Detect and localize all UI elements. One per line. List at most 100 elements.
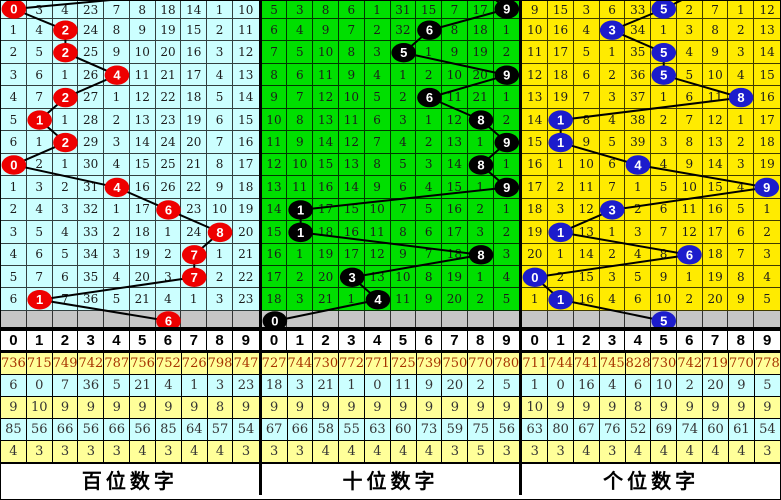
miss-count-cell [52, 19, 79, 42]
stat-cell: 725 [390, 353, 417, 375]
miss-count-cell: 10 [261, 108, 288, 132]
miss-count-cell: 3 [599, 86, 626, 109]
stat-cell: 8 [625, 397, 652, 419]
miss-count-cell: 23 [155, 108, 182, 132]
miss-count-cell [1, 1, 27, 19]
miss-count-cell: 5 [390, 153, 417, 177]
miss-count-cell: 30 [78, 153, 105, 177]
miss-count-cell [493, 1, 520, 19]
miss-count-cell: 5 [52, 243, 79, 266]
miss-count-cell: 9 [207, 176, 233, 199]
stat-cell: 739 [416, 353, 443, 375]
miss-count-cell: 17 [181, 63, 208, 87]
miss-count-cell [155, 198, 182, 222]
stat-cell: 3 [207, 375, 234, 397]
miss-count-cell [104, 63, 130, 87]
miss-count-cell: 21 [181, 153, 208, 177]
stat-cell: 9 [416, 397, 443, 419]
miss-count-cell: 18 [129, 221, 156, 244]
miss-count-cell: 6 [26, 63, 53, 87]
miss-count-cell: 19 [232, 198, 259, 222]
miss-count-cell [651, 63, 677, 87]
stats-table: 727 744 730 772 771 725 739 750 770 780 18 3 21 1 0 11 9… [261, 353, 520, 463]
stat-cell: 5 [104, 375, 131, 397]
pending-row-cell [416, 310, 443, 327]
stat-cell: 56 [130, 419, 156, 441]
miss-count-cell: 33 [78, 221, 105, 244]
miss-count-cell: 12 [313, 86, 339, 109]
miss-count-cell: 2 [728, 131, 755, 154]
stat-cell: 2 [677, 375, 704, 397]
stat-cell: 736 [1, 353, 27, 375]
miss-count-cell: 15 [313, 153, 339, 177]
miss-count-cell [651, 1, 677, 19]
miss-count-cell: 7 [390, 198, 417, 222]
miss-count-cell: 1 [416, 108, 443, 132]
miss-count-cell: 5 [364, 86, 391, 109]
miss-count-cell: 6 [651, 198, 677, 222]
miss-count-cell: 13 [702, 131, 729, 154]
miss-count-cell: 1 [754, 198, 780, 222]
stat-cell: 18 [261, 375, 288, 397]
miss-count-cell: 2 [625, 198, 652, 222]
miss-count-cell: 18 [467, 19, 494, 42]
column-header-cell: 5 [391, 331, 417, 350]
miss-count-cell: 12 [442, 108, 468, 132]
stat-cell: 9 [155, 397, 182, 419]
miss-count-cell: 1 [493, 19, 520, 42]
miss-count-cell: 10 [651, 288, 677, 311]
miss-count-cell: 11 [287, 176, 314, 199]
miss-count-cell: 3 [1, 221, 27, 244]
stat-cell: 9 [364, 397, 391, 419]
stat-cell: 4 [364, 441, 391, 463]
miss-count-cell: 19 [467, 41, 494, 64]
miss-count-cell: 2 [287, 265, 314, 289]
column-header-cell: 8 [468, 331, 494, 350]
miss-count-cell: 13 [364, 265, 391, 289]
miss-count-cell: 1 [676, 265, 703, 289]
stat-cell: 61 [728, 419, 755, 441]
miss-count-cell: 4 [728, 63, 755, 87]
stat-cell: 20 [442, 375, 469, 397]
miss-count-cell: 8 [364, 153, 391, 177]
miss-count-cell: 9 [522, 1, 549, 19]
miss-count-cell: 7 [52, 288, 79, 311]
stat-cell: 66 [287, 419, 314, 441]
miss-count-cell: 3 [155, 265, 182, 289]
stat-cell: 76 [599, 419, 626, 441]
miss-count-cell: 20 [232, 221, 259, 244]
miss-count-cell [493, 131, 520, 154]
miss-count-cell: 1 [548, 153, 574, 177]
miss-count-cell: 1 [467, 131, 494, 154]
miss-count-cell: 14 [573, 243, 600, 266]
miss-count-cell: 1 [651, 86, 677, 109]
stat-cell: 3 [287, 441, 314, 463]
pending-row-cell [129, 310, 156, 327]
stat-cell: 36 [78, 375, 105, 397]
miss-count-cell: 1 [390, 63, 417, 87]
miss-count-cell [754, 176, 780, 199]
miss-count-cell: 18 [313, 221, 339, 244]
stat-cell: 75 [468, 419, 495, 441]
pending-row-cell [261, 310, 288, 327]
miss-count-cell: 20 [181, 131, 208, 154]
miss-count-cell: 12 [522, 63, 549, 87]
stat-cell: 4 [130, 441, 156, 463]
column-header-cell: 3 [339, 331, 365, 350]
miss-count-cell: 10 [207, 198, 233, 222]
miss-count-cell [287, 198, 314, 222]
miss-count-cell: 17 [522, 176, 549, 199]
miss-count-cell: 6 [364, 108, 391, 132]
column-header-cell: 7 [181, 331, 208, 350]
column-header-cell: 6 [416, 331, 443, 350]
miss-count-cell: 17 [232, 153, 259, 177]
pending-row-cell [338, 310, 365, 327]
miss-count-cell: 3 [1, 63, 27, 87]
miss-count-cell: 4 [754, 265, 780, 289]
miss-count-cell: 9 [442, 41, 468, 64]
miss-count-cell: 15 [181, 19, 208, 42]
miss-count-cell: 2 [467, 288, 494, 311]
stat-cell: 59 [442, 419, 469, 441]
miss-count-cell: 17 [442, 221, 468, 244]
miss-count-cell: 4 [625, 243, 652, 266]
